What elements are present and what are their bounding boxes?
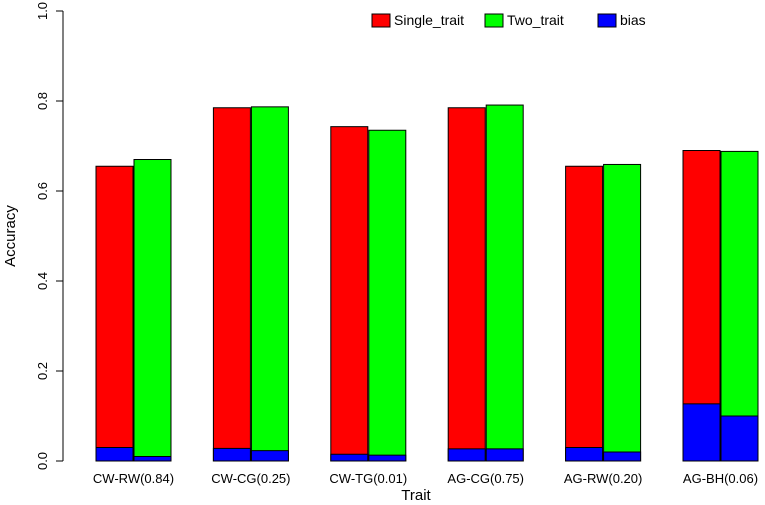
x-tick-label: CW-RW(0.84) [93,471,174,486]
bar-bias [565,447,604,462]
y-tick-label: 0.8 [35,92,50,110]
legend-label: Single_trait [394,12,464,28]
bars-group [95,104,759,462]
bar-bias [682,403,721,462]
bar-single-trait [95,165,134,462]
legend: Single_trait Two_trait bias [371,12,646,28]
bar-single-trait [212,107,251,462]
x-tick-label: AG-RW(0.20) [564,471,643,486]
bar-two-trait [720,150,759,462]
y-axis: 0.0 0.2 0.4 0.6 0.8 1.0 [35,2,64,470]
bar-single-trait [565,165,604,462]
x-tick-label: AG-CG(0.75) [447,471,524,486]
y-tick-label: 1.0 [35,2,50,20]
bar-two-trait [485,104,524,462]
bar-single-trait [330,126,369,462]
bar-single-trait [447,107,486,462]
x-axis-title: Trait [401,487,431,504]
legend-swatch [597,13,617,28]
legend-label: Two_trait [507,12,564,28]
y-tick-label: 0.4 [35,272,50,290]
y-tick-label: 0.2 [35,362,50,380]
legend-label: bias [620,12,646,28]
bar-bias [212,447,251,462]
bar-two-trait [250,106,289,462]
y-axis-title: Accuracy [2,205,19,267]
bar-two-trait [133,159,172,462]
bar-two-trait [368,129,407,462]
x-axis: CW-RW(0.84) CW-CG(0.25) CW-TG(0.01) AG-CG(0… [93,471,758,486]
bar-bias [330,453,369,462]
bar-two-trait [603,163,642,462]
x-tick-label: CW-TG(0.01) [329,471,407,486]
x-tick-label: CW-CG(0.25) [211,471,290,486]
bar-bias [485,448,524,462]
bar-bias [603,451,642,462]
bar-bias [250,450,289,462]
bar-bias [95,447,134,462]
y-tick-label: 0.6 [35,182,50,200]
y-tick-label: 0.0 [35,452,50,470]
legend-swatch [484,13,504,28]
bar-bias [447,448,486,462]
bar-bias [720,415,759,462]
bar-bias [133,456,172,462]
x-tick-label: AG-BH(0.06) [683,471,758,486]
legend-swatch [371,13,391,28]
bar-bias [368,454,407,462]
